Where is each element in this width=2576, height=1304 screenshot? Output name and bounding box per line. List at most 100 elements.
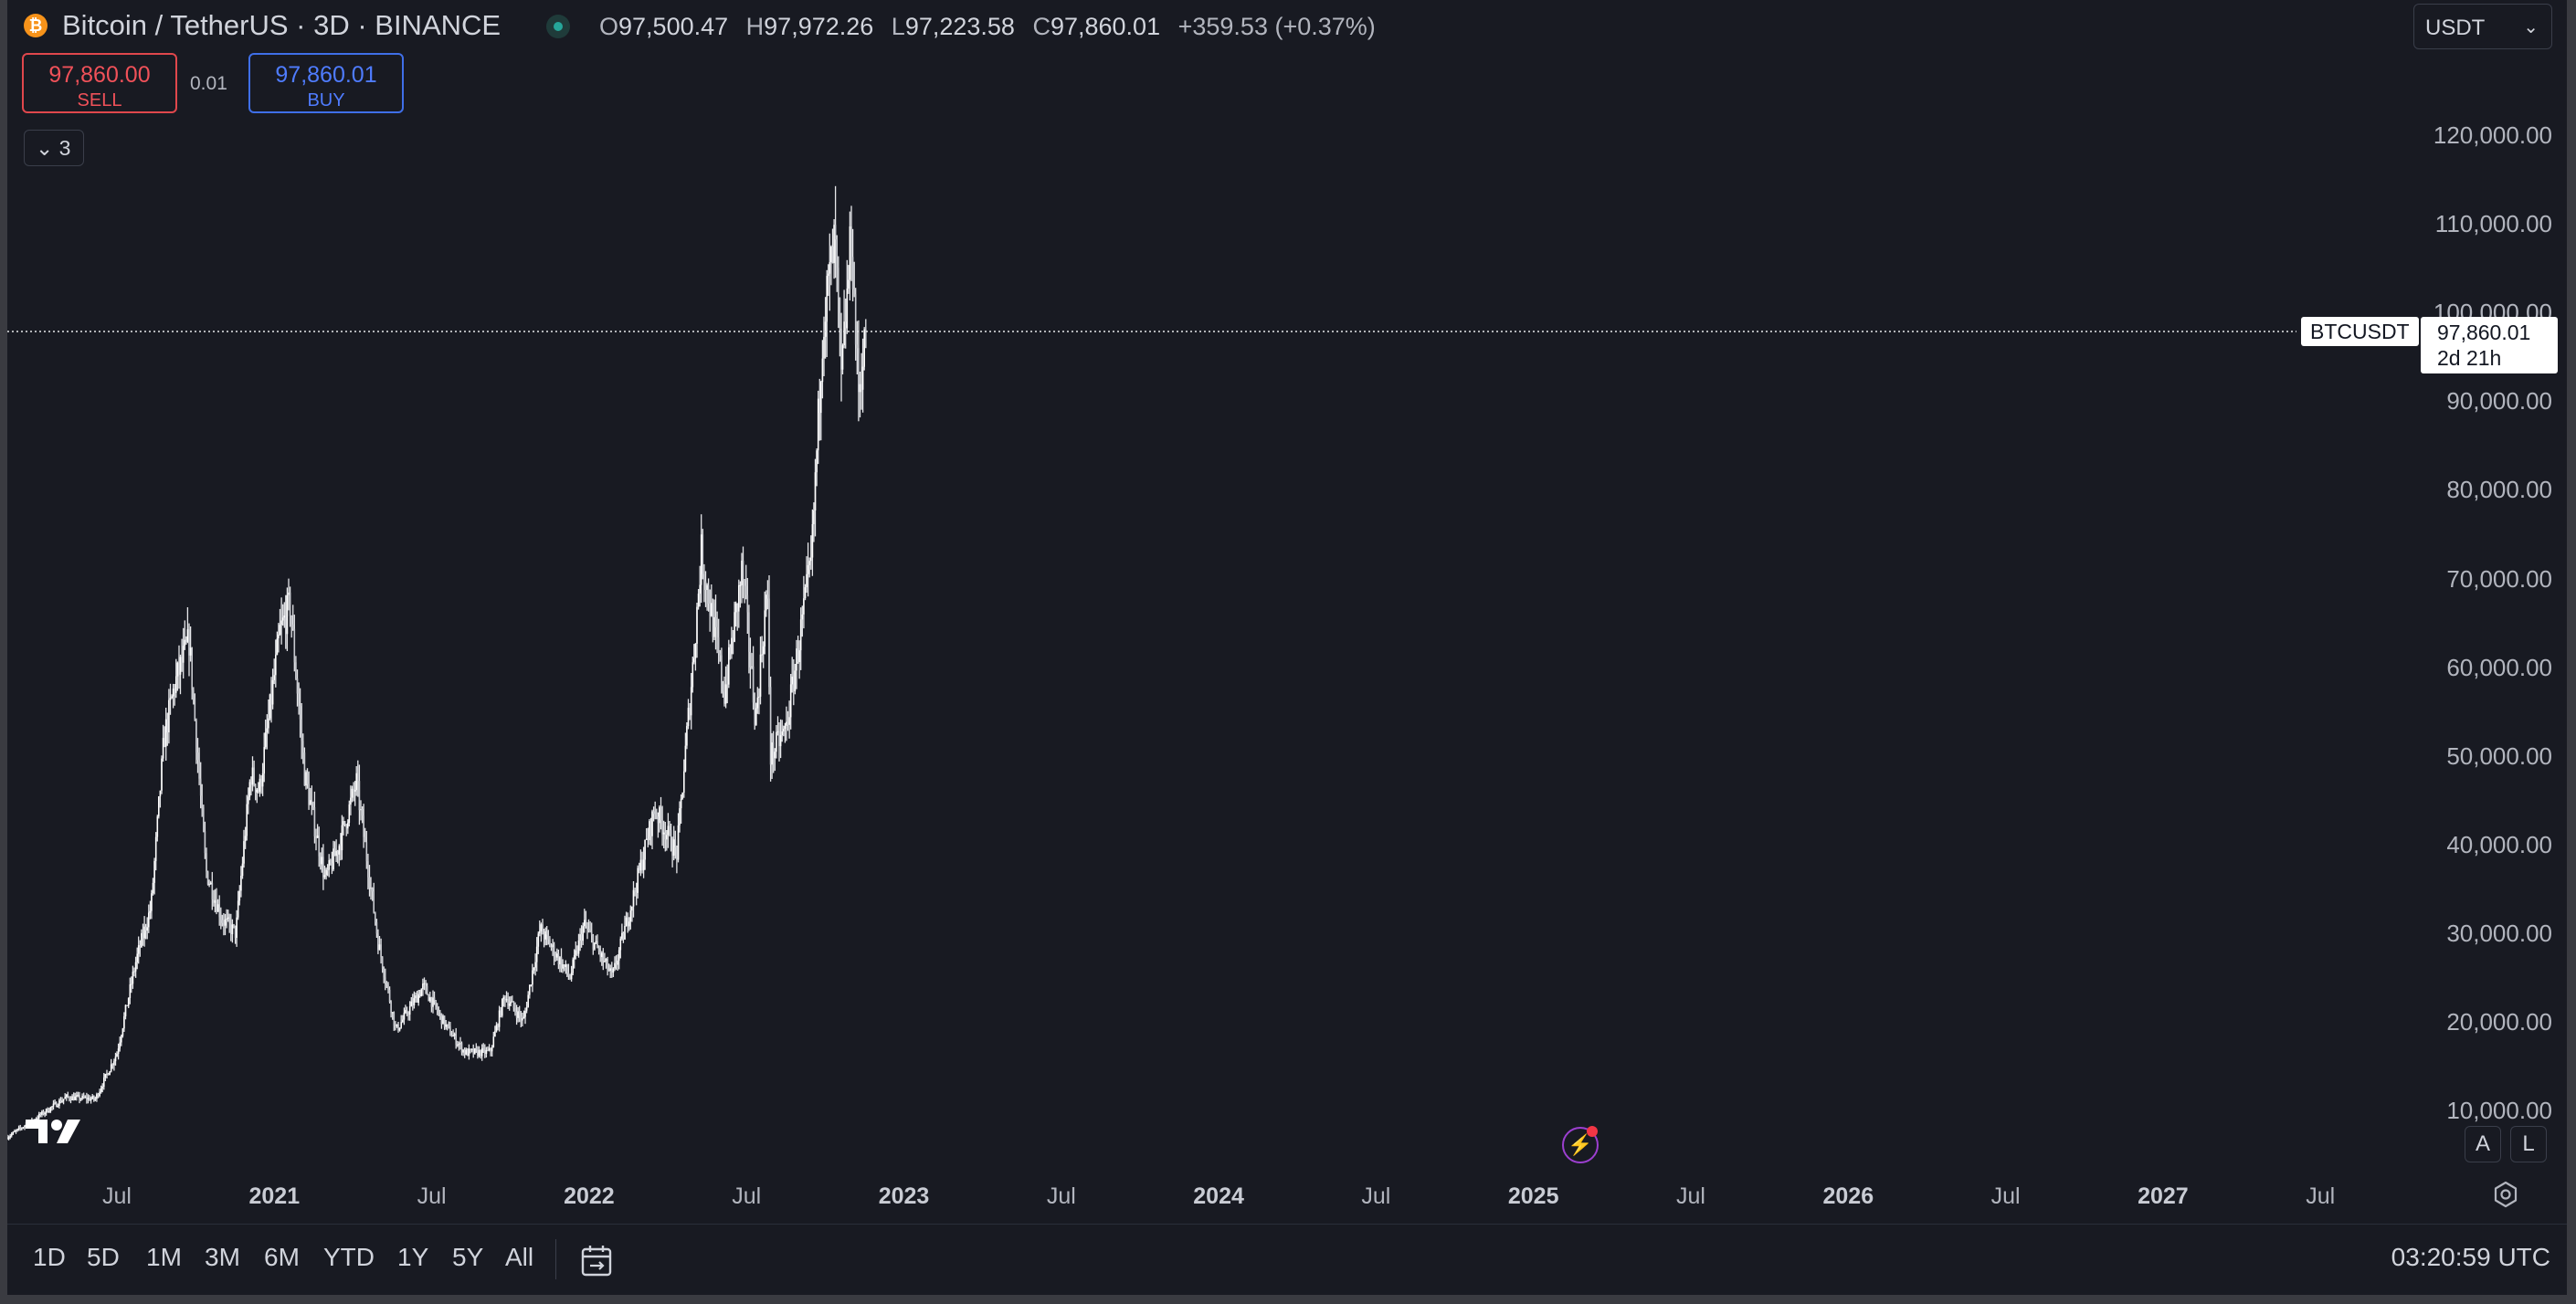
candle <box>206 847 207 878</box>
candle <box>206 870 209 886</box>
candle <box>398 1027 401 1032</box>
price-chart[interactable] <box>7 0 2567 1224</box>
candle <box>659 805 660 833</box>
candle <box>234 925 237 944</box>
candle <box>609 964 611 978</box>
range-button-6m[interactable]: 6M <box>264 1243 300 1271</box>
candle <box>402 1015 404 1024</box>
candle <box>627 912 628 933</box>
candle <box>433 991 436 1005</box>
candle <box>377 929 379 954</box>
candle <box>672 826 675 861</box>
range-button-all[interactable]: All <box>505 1243 534 1271</box>
candle <box>364 827 366 843</box>
candle <box>121 1034 122 1046</box>
log-scale-button[interactable]: L <box>2510 1126 2547 1162</box>
candle <box>843 289 845 349</box>
candle <box>457 1040 459 1047</box>
candle <box>436 1003 438 1015</box>
tradingview-logo[interactable] <box>20 1112 93 1149</box>
candle <box>547 930 550 945</box>
candle <box>635 882 638 906</box>
buy-price: 97,860.01 <box>275 62 377 88</box>
candle <box>161 755 163 794</box>
candle <box>57 1103 59 1108</box>
settings-icon[interactable] <box>2491 1180 2520 1209</box>
candle <box>492 1031 495 1048</box>
calendar-icon[interactable] <box>577 1241 618 1281</box>
candle <box>142 923 144 946</box>
candle <box>684 732 687 773</box>
range-button-1m[interactable]: 1M <box>146 1243 182 1271</box>
range-button-3m[interactable]: 3M <box>205 1243 240 1271</box>
price-axis-tick: 110,000.00 <box>2434 210 2552 238</box>
candle <box>510 995 512 1006</box>
candle <box>500 1007 501 1018</box>
sell-button[interactable]: 97,860.00 SELL <box>22 53 177 113</box>
range-button-1d[interactable]: 1D <box>33 1243 66 1271</box>
candle <box>37 1115 38 1120</box>
candle <box>208 879 210 888</box>
candle <box>188 623 190 677</box>
candle <box>266 714 269 750</box>
candle <box>273 658 275 685</box>
candle <box>846 259 849 334</box>
candle <box>71 1094 73 1101</box>
candle <box>543 929 545 948</box>
candle <box>830 245 832 286</box>
candle <box>680 794 682 824</box>
time-axis-tick: Jul <box>732 1183 762 1209</box>
candle <box>400 1015 402 1029</box>
range-button-5d[interactable]: 5D <box>87 1243 120 1271</box>
range-button-5y[interactable]: 5Y <box>452 1243 484 1271</box>
candle <box>562 959 564 973</box>
symbol-title[interactable]: Bitcoin / TetherUS · 3D · BINANCE <box>62 9 501 41</box>
candle <box>535 937 538 972</box>
candle <box>649 817 652 846</box>
candle <box>677 813 680 863</box>
candle <box>490 1047 491 1057</box>
candle <box>320 852 322 870</box>
candle <box>178 645 180 689</box>
range-button-ytd[interactable]: YTD <box>323 1243 375 1271</box>
candle <box>676 845 678 874</box>
candle <box>599 945 601 962</box>
candle <box>774 748 776 772</box>
range-button-1y[interactable]: 1Y <box>397 1243 429 1271</box>
candle <box>358 764 361 826</box>
lightning-icon[interactable]: ⚡ <box>1562 1127 1599 1163</box>
auto-scale-button[interactable]: A <box>2465 1126 2501 1162</box>
candle <box>340 833 342 861</box>
candle <box>99 1088 100 1098</box>
candle <box>565 960 567 974</box>
candle <box>305 770 307 790</box>
candle <box>393 1011 396 1031</box>
candle <box>64 1093 66 1099</box>
candle <box>248 787 249 815</box>
utc-clock[interactable]: 03:20:59 UTC <box>2391 1243 2550 1271</box>
candle <box>590 922 593 943</box>
indicators-toggle[interactable]: ⌄ 3 <box>24 130 84 166</box>
candle <box>251 756 254 792</box>
candle <box>721 647 723 694</box>
candle <box>836 235 838 292</box>
candle <box>407 1011 409 1021</box>
candle <box>117 1043 120 1060</box>
candle <box>439 1009 441 1020</box>
candle <box>449 1022 451 1036</box>
currency-select[interactable]: USDT ⌄ <box>2413 4 2552 49</box>
candle <box>244 826 247 849</box>
candle <box>89 1095 90 1101</box>
candle <box>716 611 718 654</box>
candle <box>326 864 329 877</box>
market-status-icon[interactable] <box>546 15 570 38</box>
candle <box>814 458 817 537</box>
candle <box>226 909 227 929</box>
candle <box>253 760 255 787</box>
candle <box>354 781 356 806</box>
candle <box>480 1044 483 1061</box>
candle <box>15 1129 17 1134</box>
candle <box>316 824 319 838</box>
candle <box>824 297 827 359</box>
buy-button[interactable]: 97,860.01 BUY <box>248 53 404 113</box>
